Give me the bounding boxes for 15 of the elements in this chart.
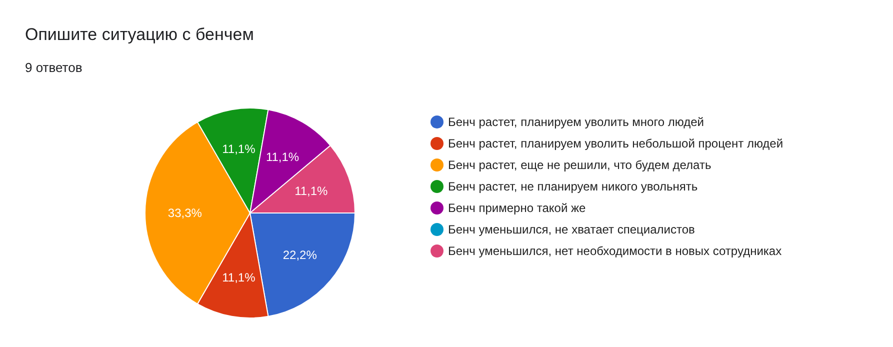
legend-label: Бенч растет, планируем уволить небольшой процент людей	[448, 136, 784, 151]
legend-label: Бенч уменьшился, нет необходимости в новых сотрудниках	[448, 244, 782, 258]
data-label: 11,1%	[294, 184, 328, 198]
chart-subtitle: 9 ответов	[25, 60, 82, 75]
data-label: 22,2%	[282, 248, 318, 262]
legend-label: Бенч уменьшился, не хватает специалистов	[448, 222, 695, 237]
data-label: 11,1%	[222, 270, 256, 284]
legend-label: Бенч примерно такой же	[448, 201, 586, 216]
data-label: 11,1%	[222, 142, 256, 156]
chart-title: Опишите ситуацию с бенчем	[25, 25, 254, 44]
data-label: 11,1%	[266, 150, 300, 164]
data-label: 33,3%	[168, 206, 202, 220]
legend-label: Бенч растет, не планируем никого увольнять	[448, 180, 698, 194]
legend-label: Бенч растет, планируем уволить много людей	[448, 115, 704, 130]
legend-label: Бенч растет, еще не решили, что будем делать	[448, 158, 712, 172]
